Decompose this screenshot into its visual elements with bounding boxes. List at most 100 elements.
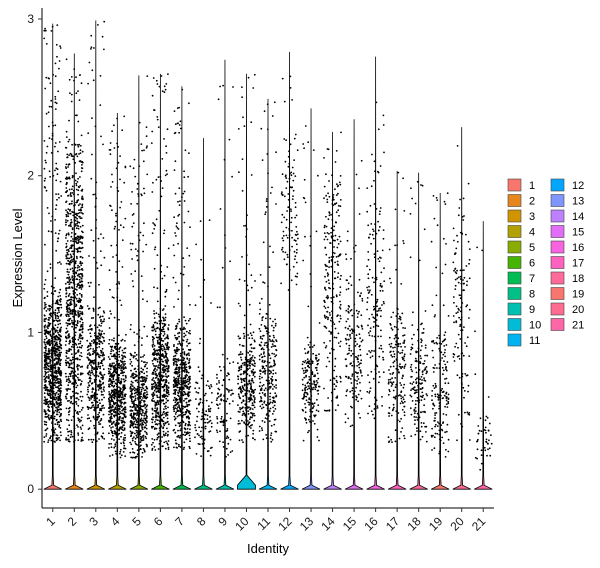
point bbox=[117, 359, 119, 362]
point bbox=[68, 188, 71, 191]
point bbox=[176, 368, 178, 371]
point bbox=[78, 346, 81, 349]
point bbox=[52, 427, 55, 429]
point bbox=[219, 403, 221, 405]
point bbox=[248, 358, 250, 361]
point bbox=[241, 86, 243, 88]
point bbox=[81, 432, 84, 435]
point bbox=[167, 440, 170, 442]
point bbox=[65, 331, 67, 334]
point bbox=[142, 380, 145, 382]
point bbox=[272, 372, 275, 375]
point bbox=[179, 414, 182, 416]
point bbox=[161, 353, 164, 355]
point bbox=[239, 351, 242, 353]
point bbox=[131, 191, 134, 193]
point bbox=[54, 208, 57, 211]
point bbox=[89, 335, 92, 338]
point bbox=[43, 410, 46, 413]
point bbox=[163, 390, 165, 392]
point bbox=[175, 352, 178, 355]
point bbox=[174, 424, 177, 427]
point bbox=[95, 197, 98, 200]
point bbox=[143, 222, 145, 225]
point bbox=[162, 426, 165, 428]
point bbox=[139, 386, 141, 389]
point bbox=[93, 47, 95, 49]
point bbox=[157, 366, 160, 369]
point bbox=[195, 407, 198, 410]
point bbox=[68, 407, 70, 410]
point bbox=[237, 378, 240, 381]
point bbox=[51, 134, 54, 137]
point bbox=[113, 432, 116, 435]
point bbox=[151, 326, 154, 329]
point bbox=[51, 357, 54, 359]
point bbox=[180, 401, 183, 403]
point bbox=[46, 355, 48, 358]
point bbox=[124, 387, 127, 390]
point bbox=[179, 395, 182, 397]
point bbox=[110, 186, 112, 188]
point bbox=[180, 359, 183, 362]
point bbox=[93, 406, 96, 409]
point bbox=[131, 417, 134, 419]
point bbox=[242, 372, 245, 375]
point bbox=[125, 376, 127, 379]
point bbox=[189, 303, 191, 306]
point bbox=[90, 229, 93, 232]
point bbox=[164, 338, 166, 340]
point bbox=[222, 424, 225, 427]
point bbox=[87, 329, 90, 331]
point bbox=[144, 422, 147, 424]
point bbox=[162, 326, 164, 329]
point bbox=[209, 454, 212, 457]
point bbox=[112, 256, 114, 258]
point bbox=[254, 397, 256, 399]
point bbox=[187, 285, 190, 287]
point bbox=[183, 266, 186, 268]
point bbox=[51, 350, 53, 353]
point bbox=[79, 395, 82, 398]
point bbox=[93, 397, 96, 399]
point bbox=[253, 360, 256, 362]
point bbox=[55, 361, 58, 363]
point bbox=[227, 389, 230, 391]
point bbox=[272, 406, 274, 409]
point bbox=[71, 402, 74, 405]
point bbox=[77, 235, 80, 238]
point bbox=[55, 162, 58, 165]
point bbox=[65, 293, 68, 295]
point bbox=[66, 330, 69, 333]
point bbox=[117, 363, 120, 365]
point bbox=[142, 298, 144, 301]
point bbox=[163, 85, 166, 88]
point bbox=[135, 370, 138, 373]
point bbox=[133, 368, 136, 371]
point bbox=[145, 135, 148, 138]
point bbox=[184, 422, 187, 425]
point bbox=[173, 358, 175, 361]
point bbox=[194, 426, 197, 429]
point bbox=[120, 367, 123, 369]
point bbox=[143, 450, 146, 453]
point bbox=[164, 305, 167, 307]
point bbox=[81, 150, 84, 153]
point bbox=[198, 443, 201, 446]
point bbox=[52, 300, 54, 302]
point bbox=[65, 221, 68, 224]
point bbox=[89, 325, 91, 328]
point bbox=[52, 124, 55, 127]
point bbox=[43, 37, 46, 40]
point bbox=[186, 247, 189, 250]
point bbox=[86, 339, 89, 342]
point bbox=[142, 387, 145, 390]
point bbox=[97, 24, 99, 26]
point bbox=[119, 456, 122, 459]
point bbox=[189, 332, 192, 335]
point bbox=[250, 424, 252, 427]
point bbox=[243, 335, 246, 337]
point bbox=[55, 357, 58, 360]
point bbox=[153, 358, 156, 361]
point bbox=[110, 406, 113, 409]
